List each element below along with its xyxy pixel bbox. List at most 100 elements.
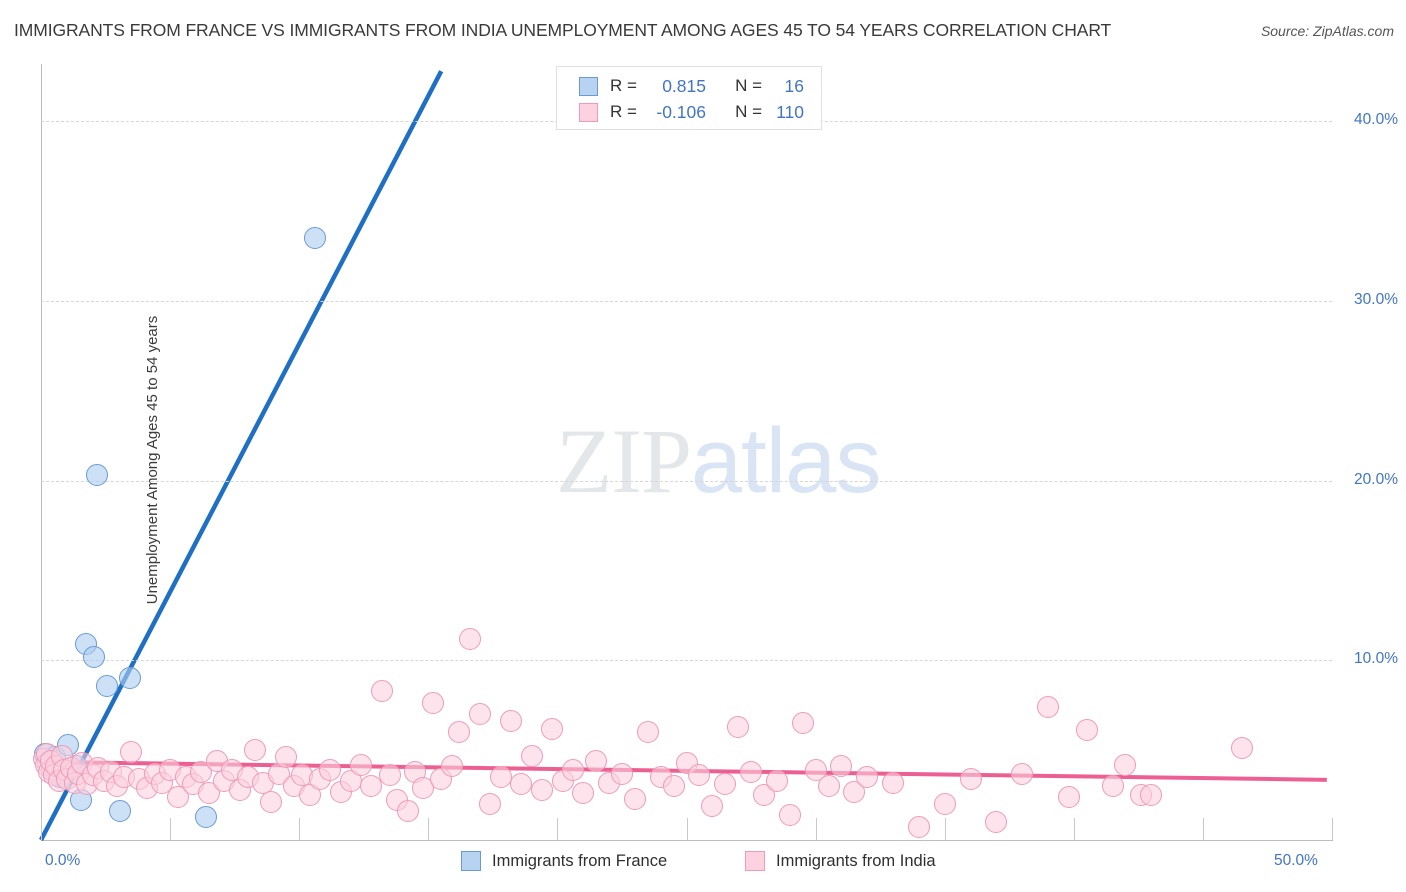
data-point-india <box>458 627 481 650</box>
stats-row-india: R = -0.106 N = 110 <box>579 99 804 125</box>
data-point-india <box>623 787 646 810</box>
legend-item-india[interactable]: Immigrants from India <box>745 851 936 871</box>
data-point-india <box>440 755 463 778</box>
x-tick-mark <box>170 818 172 840</box>
y-tick-label: 40.0% <box>1354 111 1398 129</box>
data-point-india <box>510 773 533 796</box>
data-point-india <box>275 746 298 769</box>
data-point-india <box>1230 737 1253 760</box>
data-point-france <box>108 800 131 823</box>
x-tick-mark <box>944 818 946 840</box>
data-point-india <box>804 758 827 781</box>
data-point-india <box>298 784 321 807</box>
data-point-india <box>396 800 419 823</box>
data-point-india <box>572 782 595 805</box>
data-point-india <box>166 785 189 808</box>
stats-row-france: R = 0.815 N = 16 <box>579 73 804 99</box>
data-point-india <box>714 773 737 796</box>
gridline-y <box>41 301 1332 303</box>
data-point-india <box>933 793 956 816</box>
data-point-india <box>350 753 373 776</box>
watermark-atlas: atlas <box>691 410 881 512</box>
data-point-india <box>985 811 1008 834</box>
data-point-india <box>197 782 220 805</box>
data-point-india <box>1140 784 1163 807</box>
legend-france-label: Immigrants from France <box>492 851 668 870</box>
data-point-france <box>119 667 142 690</box>
data-point-india <box>378 764 401 787</box>
data-point-india <box>1114 753 1137 776</box>
france-r-label: R = <box>610 76 637 95</box>
legend-india-swatch-icon <box>745 851 765 871</box>
correlation-stats-box: R = 0.815 N = 16 R = -0.106 N = 110 <box>556 66 822 130</box>
data-point-india <box>422 692 445 715</box>
france-n-label: N = <box>735 76 762 95</box>
data-point-india <box>448 721 471 744</box>
gridline-y <box>41 660 1332 662</box>
data-point-france <box>82 645 105 668</box>
data-point-india <box>662 775 685 798</box>
y-tick-label: 20.0% <box>1354 470 1398 488</box>
y-tick-label: 30.0% <box>1354 291 1398 309</box>
data-point-india <box>740 760 763 783</box>
x-tick-mark <box>815 818 817 840</box>
data-point-india <box>882 771 905 794</box>
data-point-france <box>195 805 218 828</box>
data-point-india <box>688 764 711 787</box>
y-axis-title-container: Unemployment Among Ages 45 to 54 years <box>14 250 161 670</box>
x-tick-mark <box>299 818 301 840</box>
data-point-india <box>585 749 608 772</box>
data-point-france <box>303 227 326 250</box>
y-tick-label: 10.0% <box>1354 650 1398 668</box>
legend-india-label: Immigrants from India <box>776 851 936 870</box>
data-point-france <box>95 674 118 697</box>
data-point-india <box>120 740 143 763</box>
watermark-zip: ZIP <box>556 410 692 512</box>
data-point-india <box>244 739 267 762</box>
data-point-india <box>778 803 801 826</box>
data-point-france <box>85 464 108 487</box>
data-point-india <box>817 775 840 798</box>
data-point-india <box>1011 762 1034 785</box>
x-tick-label: 50.0% <box>1274 852 1318 869</box>
page-title: IMMIGRANTS FROM FRANCE VS IMMIGRANTS FRO… <box>14 20 1112 40</box>
data-point-india <box>259 791 282 814</box>
data-point-india <box>499 710 522 733</box>
data-point-india <box>1057 785 1080 808</box>
india-swatch-icon <box>579 102 598 122</box>
watermark: ZIPatlas <box>556 408 881 514</box>
data-point-india <box>791 712 814 735</box>
india-r-value: -0.106 <box>656 101 706 122</box>
france-swatch-icon <box>579 76 598 96</box>
legend-france-swatch-icon <box>461 851 481 871</box>
source-label: Source: ZipAtlas.com <box>1260 23 1394 39</box>
gridline-y <box>41 480 1332 482</box>
data-point-india <box>727 715 750 738</box>
data-point-india <box>319 758 342 781</box>
trendlines <box>39 70 1327 842</box>
x-tick-mark <box>686 818 688 840</box>
x-tick-mark <box>557 818 559 840</box>
data-point-india <box>479 793 502 816</box>
data-point-india <box>959 767 982 790</box>
data-point-india <box>701 794 724 817</box>
india-n-label: N = <box>735 102 762 121</box>
data-point-india <box>370 679 393 702</box>
x-tick-label: 0.0% <box>45 852 81 869</box>
x-tick-mark <box>428 818 430 840</box>
data-point-india <box>468 703 491 726</box>
data-point-india <box>765 769 788 792</box>
legend-item-france[interactable]: Immigrants from France <box>461 851 667 871</box>
data-point-india <box>1036 696 1059 719</box>
data-point-india <box>530 778 553 801</box>
data-point-india <box>830 755 853 778</box>
france-n-value: 16 <box>784 75 804 96</box>
x-tick-mark <box>41 818 42 840</box>
india-r-label: R = <box>610 102 637 121</box>
data-point-india <box>636 721 659 744</box>
plot-area: ZIPatlas <box>32 64 1332 842</box>
data-point-india <box>856 766 879 789</box>
india-n-value: 110 <box>776 101 804 122</box>
x-tick-mark <box>1332 818 1333 840</box>
